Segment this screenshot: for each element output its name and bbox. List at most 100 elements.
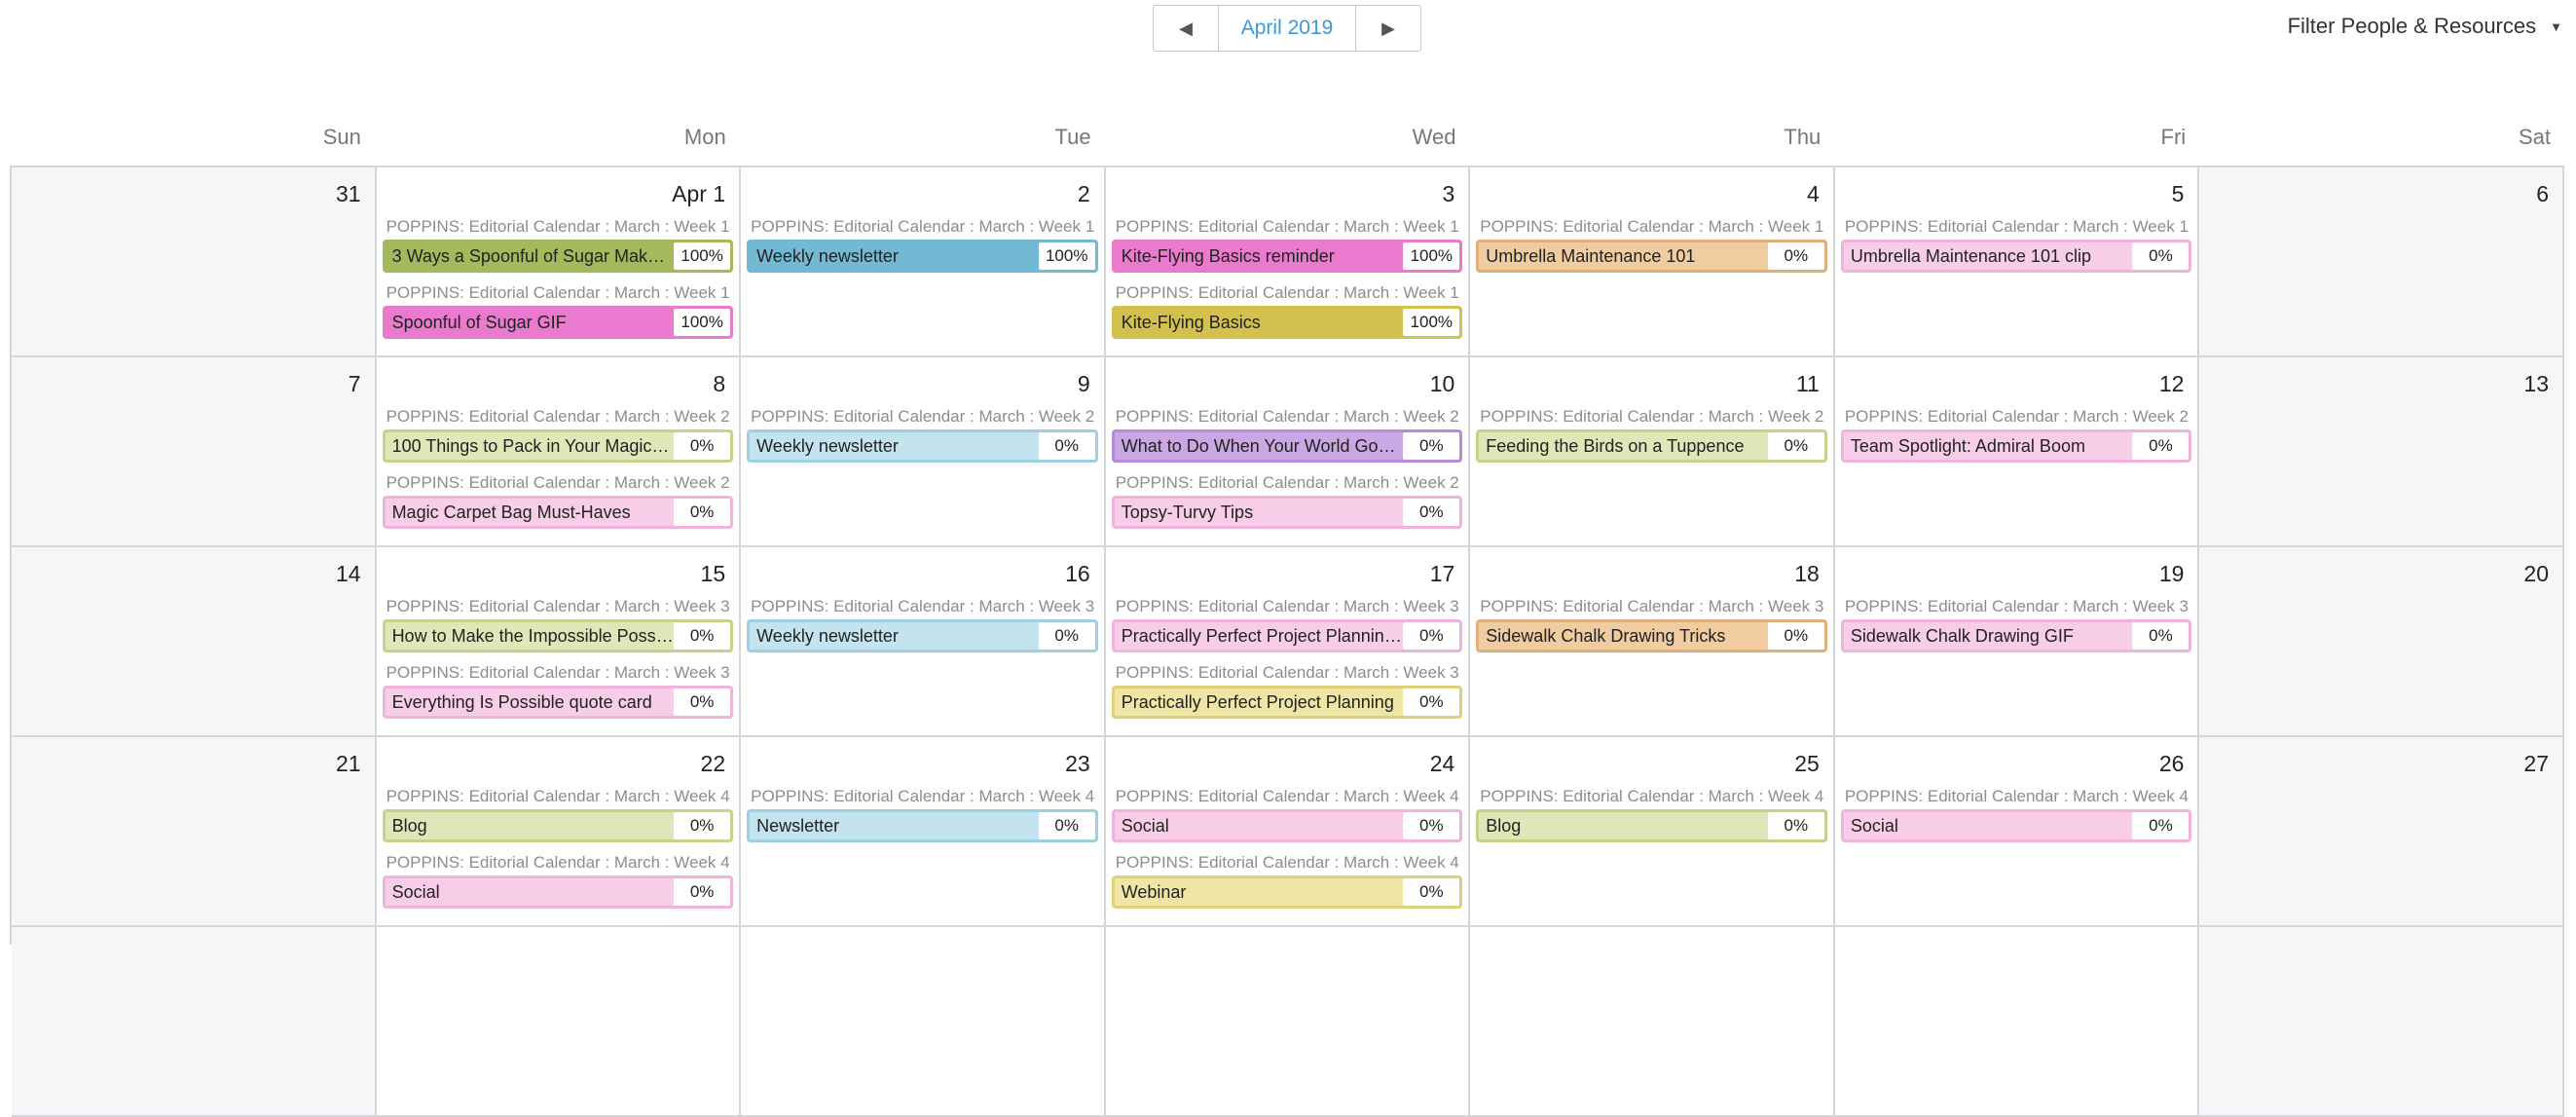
event-task-bar[interactable]: Blog 0% bbox=[1476, 809, 1827, 842]
event-task-bar[interactable]: Sidewalk Chalk Drawing GIF 0% bbox=[1840, 619, 2192, 652]
day-cell[interactable] bbox=[376, 927, 742, 1117]
day-cell[interactable]: 18 POPPINS: Editorial Calendar : March : … bbox=[1470, 547, 1835, 737]
event-project-path: POPPINS: Editorial Calendar : March : We… bbox=[1115, 663, 1459, 682]
event-task-bar[interactable]: Magic Carpet Bag Must-Haves 0% bbox=[382, 496, 734, 529]
day-cell[interactable]: 27 bbox=[2199, 737, 2564, 927]
day-number: 17 bbox=[1429, 561, 1455, 586]
filter-people-resources-dropdown[interactable]: Filter People & Resources ▼ bbox=[2288, 14, 2562, 39]
calendar-event: POPPINS: Editorial Calendar : March : We… bbox=[382, 852, 734, 909]
day-cell[interactable]: 15 POPPINS: Editorial Calendar : March : … bbox=[376, 547, 742, 737]
event-task-bar[interactable]: 100 Things to Pack in Your Magic Carpet … bbox=[382, 429, 734, 463]
event-task-bar[interactable]: Spoonful of Sugar GIF 100% bbox=[382, 306, 734, 339]
event-task-bar[interactable]: Kite-Flying Basics 100% bbox=[1111, 306, 1463, 339]
event-list: POPPINS: Editorial Calendar : March : We… bbox=[1111, 406, 1463, 539]
event-task-bar[interactable]: How to Make the Impossible Possible 0% bbox=[382, 619, 734, 652]
event-project-path: POPPINS: Editorial Calendar : March : We… bbox=[386, 283, 730, 302]
day-cell[interactable]: 31 bbox=[12, 168, 377, 357]
day-number: 27 bbox=[2523, 751, 2549, 776]
calendar-event: POPPINS: Editorial Calendar : March : We… bbox=[747, 596, 1098, 652]
event-task-bar[interactable]: Practically Perfect Project Planning 0% bbox=[1111, 686, 1463, 719]
next-month-button[interactable]: ▶ bbox=[1355, 6, 1420, 51]
current-month-label[interactable]: April 2019 bbox=[1240, 17, 1334, 39]
day-cell[interactable]: 11 POPPINS: Editorial Calendar : March : … bbox=[1470, 357, 1835, 547]
weekday-wed: Wed bbox=[1412, 125, 1456, 149]
day-cell[interactable]: 5 POPPINS: Editorial Calendar : March : W… bbox=[1834, 168, 2200, 357]
day-cell[interactable] bbox=[1834, 927, 2200, 1117]
day-cell[interactable]: 26 POPPINS: Editorial Calendar : March : … bbox=[1834, 737, 2200, 927]
day-cell[interactable] bbox=[1105, 927, 1471, 1117]
day-cell[interactable]: 25 POPPINS: Editorial Calendar : March : … bbox=[1470, 737, 1835, 927]
day-cell[interactable]: 3 POPPINS: Editorial Calendar : March : W… bbox=[1105, 168, 1471, 357]
event-task-bar[interactable]: Weekly newsletter 0% bbox=[747, 429, 1098, 463]
day-cell[interactable]: 14 bbox=[12, 547, 377, 737]
event-title: Social bbox=[391, 881, 440, 902]
calendar-event: POPPINS: Editorial Calendar : March : We… bbox=[382, 282, 734, 339]
day-cell[interactable]: 20 bbox=[2199, 547, 2564, 737]
event-title: Spoonful of Sugar GIF bbox=[391, 312, 567, 332]
day-cell[interactable]: Apr 1 POPPINS: Editorial Calendar : March… bbox=[376, 168, 742, 357]
event-title: Social bbox=[1850, 815, 1898, 836]
day-cell[interactable]: 24 POPPINS: Editorial Calendar : March : … bbox=[1105, 737, 1471, 927]
event-task-bar[interactable]: Newsletter 0% bbox=[747, 809, 1098, 842]
day-cell[interactable]: 2 POPPINS: Editorial Calendar : March : W… bbox=[741, 168, 1106, 357]
calendar-event: POPPINS: Editorial Calendar : March : We… bbox=[747, 216, 1098, 273]
day-cell[interactable]: 19 POPPINS: Editorial Calendar : March : … bbox=[1834, 547, 2200, 737]
day-cell[interactable] bbox=[741, 927, 1106, 1117]
day-cell[interactable]: 4 POPPINS: Editorial Calendar : March : W… bbox=[1470, 168, 1835, 357]
event-project-path: POPPINS: Editorial Calendar : March : We… bbox=[386, 787, 730, 805]
day-cell[interactable]: 12 POPPINS: Editorial Calendar : March : … bbox=[1834, 357, 2200, 547]
event-task-bar[interactable]: Everything Is Possible quote card 0% bbox=[382, 686, 734, 719]
event-task-bar[interactable]: Umbrella Maintenance 101 clip 0% bbox=[1840, 240, 2192, 273]
event-task-bar[interactable]: What to Do When Your World Goes Topsy-Tu… bbox=[1111, 429, 1463, 463]
day-number: 19 bbox=[2158, 561, 2185, 586]
event-task-bar[interactable]: Sidewalk Chalk Drawing Tricks 0% bbox=[1476, 619, 1827, 652]
event-task-bar[interactable]: Weekly newsletter 100% bbox=[747, 240, 1098, 273]
event-task-bar[interactable]: Umbrella Maintenance 101 0% bbox=[1476, 240, 1827, 273]
event-progress-badge: 0% bbox=[1038, 812, 1095, 839]
event-task-bar[interactable]: Feeding the Birds on a Tuppence 0% bbox=[1476, 429, 1827, 463]
day-cell[interactable]: 9 POPPINS: Editorial Calendar : March : W… bbox=[741, 357, 1106, 547]
day-cell[interactable]: 16 POPPINS: Editorial Calendar : March : … bbox=[741, 547, 1106, 737]
event-list: POPPINS: Editorial Calendar : March : We… bbox=[747, 596, 1098, 662]
calendar-event: POPPINS: Editorial Calendar : March : We… bbox=[1111, 786, 1463, 842]
day-cell[interactable]: 17 POPPINS: Editorial Calendar : March : … bbox=[1105, 547, 1471, 737]
event-task-bar[interactable]: 3 Ways a Spoonful of Sugar Makes Work Sw… bbox=[382, 240, 734, 273]
previous-month-button[interactable]: ◀ bbox=[1154, 6, 1219, 51]
calendar-event: POPPINS: Editorial Calendar : March : We… bbox=[1476, 786, 1827, 842]
event-task-bar[interactable]: Team Spotlight: Admiral Boom 0% bbox=[1840, 429, 2192, 463]
calendar-event: POPPINS: Editorial Calendar : March : We… bbox=[382, 596, 734, 652]
event-task-bar[interactable]: Kite-Flying Basics reminder 100% bbox=[1111, 240, 1463, 273]
event-task-bar[interactable]: Blog 0% bbox=[382, 809, 734, 842]
day-cell[interactable]: 21 bbox=[12, 737, 377, 927]
event-project-path: POPPINS: Editorial Calendar : March : We… bbox=[386, 217, 730, 236]
event-task-bar[interactable]: Social 0% bbox=[1840, 809, 2192, 842]
day-cell[interactable]: 7 bbox=[12, 357, 377, 547]
day-cell[interactable]: 23 POPPINS: Editorial Calendar : March : … bbox=[741, 737, 1106, 927]
event-project-path: POPPINS: Editorial Calendar : March : We… bbox=[1844, 407, 2189, 426]
event-task-bar[interactable]: Practically Perfect Project Planning rem… bbox=[1111, 619, 1463, 652]
calendar-event: POPPINS: Editorial Calendar : March : We… bbox=[382, 786, 734, 842]
day-cell[interactable]: 6 bbox=[2199, 168, 2564, 357]
day-cell[interactable] bbox=[1470, 927, 1835, 1117]
event-list: POPPINS: Editorial Calendar : March : We… bbox=[382, 216, 734, 349]
day-number: 4 bbox=[1807, 181, 1820, 206]
day-cell[interactable]: 22 POPPINS: Editorial Calendar : March : … bbox=[376, 737, 742, 927]
day-cell[interactable] bbox=[12, 927, 377, 1117]
day-cell[interactable]: 10 POPPINS: Editorial Calendar : March : … bbox=[1105, 357, 1471, 547]
event-progress-badge: 0% bbox=[674, 622, 731, 650]
event-task-bar[interactable]: Topsy-Turvy Tips 0% bbox=[1111, 496, 1463, 529]
day-cell[interactable]: 13 bbox=[2199, 357, 2564, 547]
weekday-sat: Sat bbox=[2518, 125, 2552, 149]
event-title: Webinar bbox=[1121, 881, 1187, 902]
event-task-bar[interactable]: Weekly newsletter 0% bbox=[747, 619, 1098, 652]
day-number: 7 bbox=[348, 371, 361, 396]
event-title: What to Do When Your World Goes Topsy-Tu… bbox=[1121, 435, 1404, 456]
day-cell[interactable]: 8 POPPINS: Editorial Calendar : March : W… bbox=[376, 357, 742, 547]
event-task-bar[interactable]: Webinar 0% bbox=[1111, 875, 1463, 909]
day-number: 8 bbox=[713, 371, 726, 396]
day-cell[interactable] bbox=[2199, 927, 2564, 1117]
event-task-bar[interactable]: Social 0% bbox=[1111, 809, 1463, 842]
event-title: Blog bbox=[1486, 815, 1522, 836]
event-task-bar[interactable]: Social 0% bbox=[382, 875, 734, 909]
chevron-down-icon: ▼ bbox=[2550, 19, 2562, 34]
